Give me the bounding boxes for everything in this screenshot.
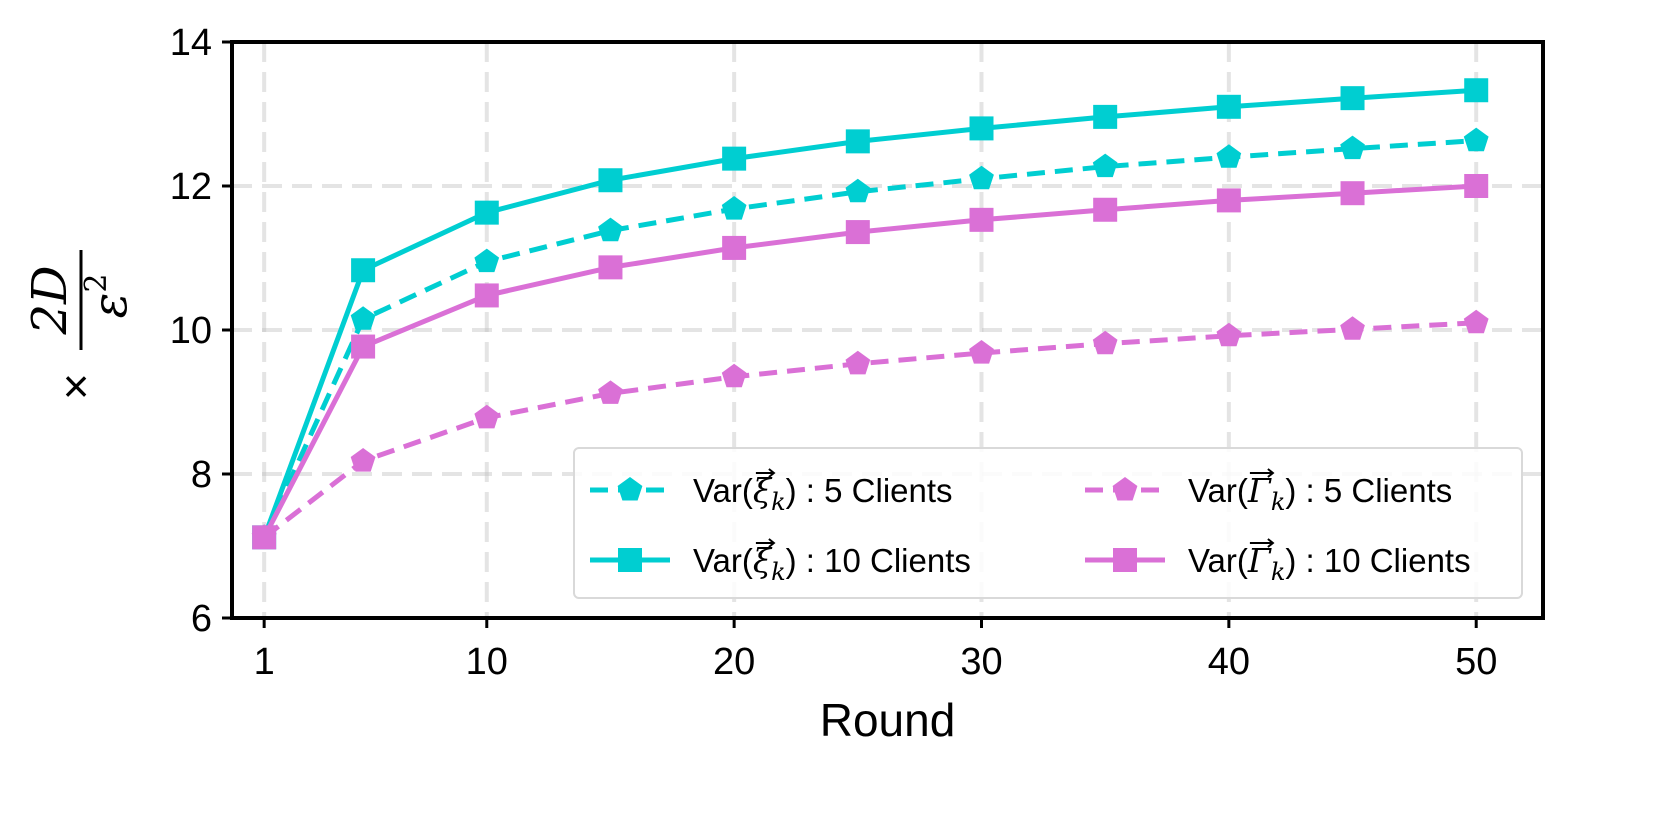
data-point (845, 220, 870, 245)
series-2 (252, 78, 1489, 550)
data-point (474, 404, 500, 429)
y-axis-label-denominator: ε2 (79, 274, 138, 319)
legend: Var(ξk) : 5 Clients Var(ξk) : 10 Clients V… (573, 447, 1523, 599)
data-point (1216, 144, 1242, 168)
x-tick-label: 50 (1455, 641, 1497, 683)
series-4 (252, 174, 1489, 550)
data-point (350, 448, 376, 472)
data-point (1464, 174, 1489, 198)
data-point (721, 363, 747, 388)
data-point (351, 334, 376, 359)
data-point (1216, 188, 1241, 213)
data-point (969, 116, 994, 141)
x-tick-label: 30 (960, 641, 1002, 683)
legend-marker (1112, 477, 1138, 501)
y-axis-label-numerator: 2D (22, 265, 78, 335)
data-point (845, 178, 871, 203)
data-point (969, 340, 994, 364)
y-tick-label: 12 (170, 166, 212, 208)
legend-entry: Var(Γk) : 5 Clients (1085, 468, 1452, 516)
x-axis-label: Round (820, 694, 956, 746)
data-point (845, 350, 871, 375)
data-point (474, 248, 500, 273)
y-axis-label-prefix: × (63, 360, 90, 412)
data-point (721, 196, 747, 220)
legend-marker (1113, 548, 1137, 572)
data-point (1093, 104, 1118, 129)
data-point (722, 146, 747, 171)
data-point (1340, 135, 1365, 160)
data-point (1340, 86, 1365, 111)
data-point (598, 217, 623, 242)
data-point (598, 168, 623, 193)
legend-entry: Var(ξk) : 5 Clients (590, 468, 953, 516)
data-point (1464, 78, 1489, 103)
data-point (1092, 330, 1118, 355)
data-point (350, 306, 376, 330)
vector-arrow-head (768, 468, 776, 478)
y-tick-label: 6 (191, 598, 212, 640)
axis-ticks: 1 10 20 30 40 50 6 8 10 12 14 (170, 22, 1498, 683)
data-point (1216, 94, 1241, 119)
x-tick-label: 1 (254, 641, 275, 683)
y-tick-label: 14 (170, 22, 212, 64)
data-point (1216, 322, 1242, 347)
legend-entry: Var(Γk) : 10 Clients (1085, 538, 1471, 586)
series-group (251, 78, 1489, 550)
legend-label: Var(ξk) : 10 Clients (693, 541, 971, 586)
legend-box (573, 447, 1523, 599)
y-tick-label: 10 (170, 310, 212, 352)
data-point (722, 235, 747, 260)
legend-entry: Var(ξk) : 10 Clients (590, 538, 971, 586)
data-point (1092, 153, 1118, 178)
legend-label: Var(ξk) : 5 Clients (693, 471, 953, 516)
data-point (1093, 197, 1118, 222)
legend-label: Var(Γk) : 10 Clients (1188, 541, 1471, 586)
x-tick-label: 20 (713, 641, 755, 683)
data-point (969, 207, 994, 232)
data-point (1340, 181, 1365, 206)
x-tick-label: 40 (1208, 641, 1250, 683)
x-tick-label: 10 (466, 641, 508, 683)
vector-arrow-head (1267, 468, 1275, 478)
data-point (845, 129, 870, 154)
vector-arrow-head (768, 538, 776, 548)
data-point (351, 258, 376, 283)
legend-marker (618, 548, 642, 572)
data-point (474, 283, 499, 308)
data-point (598, 255, 623, 280)
data-point (969, 165, 994, 190)
y-tick-label: 8 (191, 454, 212, 496)
legend-label: Var(Γk) : 5 Clients (1188, 471, 1452, 516)
vector-arrow-head (1267, 538, 1275, 548)
data-point (252, 525, 277, 550)
y-axis-label: × 2D ε2 (22, 250, 138, 412)
data-point (1463, 127, 1489, 152)
data-point (1463, 309, 1489, 334)
legend-marker (617, 477, 643, 501)
data-point (598, 380, 623, 404)
data-point (474, 200, 499, 225)
data-point (1340, 316, 1365, 340)
